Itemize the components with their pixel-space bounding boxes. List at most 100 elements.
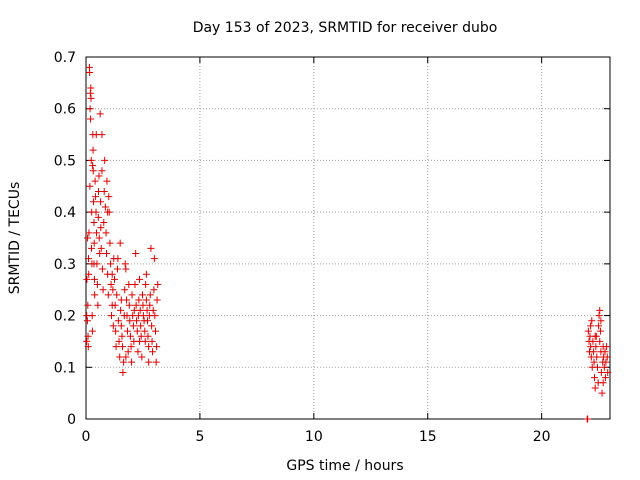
data-point: [124, 348, 132, 356]
data-point: [97, 198, 105, 206]
data-point: [134, 348, 142, 356]
data-point: [90, 218, 98, 226]
data-point: [87, 115, 95, 123]
data-point: [89, 162, 97, 170]
data-point: [109, 322, 117, 330]
data-point: [86, 182, 94, 190]
data-point: [114, 255, 122, 263]
y-tick-label: 0.3: [54, 257, 76, 273]
data-point: [153, 343, 161, 351]
data-point: [142, 270, 150, 278]
data-point: [99, 286, 107, 294]
y-axis-label: SRMTID / TECUs: [7, 182, 23, 295]
data-point: [142, 281, 150, 289]
data-point: [92, 193, 100, 201]
data-point: [114, 317, 122, 325]
data-point: [593, 353, 601, 361]
data-point: [87, 94, 95, 102]
data-point: [125, 281, 133, 289]
data-point: [115, 337, 123, 345]
data-point: [83, 317, 91, 325]
data-point: [132, 301, 140, 309]
data-point: [96, 250, 104, 258]
data-point: [603, 343, 611, 351]
data-point: [101, 156, 109, 164]
data-point: [149, 348, 157, 356]
data-point: [84, 234, 92, 242]
data-point: [146, 301, 154, 309]
data-point: [85, 255, 93, 263]
data-point: [89, 167, 97, 175]
data-point: [128, 291, 136, 299]
data-point: [145, 358, 153, 366]
data-point: [595, 312, 603, 320]
data-point: [101, 203, 109, 211]
y-tick-label: 0.6: [54, 102, 76, 118]
x-tick-label: 5: [195, 429, 204, 445]
data-point: [89, 146, 97, 154]
data-point: [143, 306, 151, 314]
data-point: [144, 317, 152, 325]
data-point: [117, 306, 125, 314]
data-point: [150, 286, 158, 294]
data-point: [121, 286, 129, 294]
y-tick-label: 0.2: [54, 309, 76, 325]
data-point: [116, 353, 124, 361]
data-point: [96, 110, 104, 118]
data-point: [117, 296, 125, 304]
data-point: [592, 343, 600, 351]
data-point: [113, 265, 121, 273]
data-point: [589, 337, 597, 345]
grid-layer: [86, 57, 610, 419]
data-point: [129, 322, 137, 330]
data-point: [106, 239, 114, 247]
data-point: [104, 291, 112, 299]
data-point: [85, 229, 93, 237]
data-point: [84, 332, 92, 340]
data-point: [102, 229, 110, 237]
data-point: [83, 275, 91, 283]
data-point: [125, 301, 133, 309]
data-point: [88, 327, 96, 335]
data-point: [145, 343, 153, 351]
data-point: [83, 337, 91, 345]
data-point: [109, 286, 117, 294]
data-point: [120, 358, 128, 366]
data-point: [116, 239, 124, 247]
data-point: [100, 187, 108, 195]
data-point: [136, 337, 144, 345]
data-point: [90, 275, 98, 283]
data-point: [597, 368, 605, 376]
x-tick-label: 0: [82, 429, 91, 445]
data-point: [123, 327, 131, 335]
data-point: [130, 306, 138, 314]
data-point: [138, 353, 146, 361]
data-point: [133, 317, 141, 325]
data-point: [596, 306, 604, 314]
data-point: [147, 244, 155, 252]
data-point: [104, 208, 112, 216]
tick-layer: 0 5 10 15 20 0 0.1 0.2 0.3 0.4 0.5 0.6 0.7: [54, 50, 610, 445]
data-point: [113, 291, 121, 299]
data-point: [601, 348, 609, 356]
data-point: [126, 317, 134, 325]
data-point: [131, 281, 139, 289]
data-point: [107, 281, 115, 289]
data-point: [117, 322, 125, 330]
data-point: [151, 312, 159, 320]
data-point: [601, 374, 609, 382]
data-point: [112, 327, 120, 335]
data-point: [152, 358, 160, 366]
data-point: [84, 301, 92, 309]
data-point: [103, 250, 111, 258]
data-point: [590, 358, 598, 366]
data-point: [92, 131, 100, 139]
data-point: [126, 332, 134, 340]
data-point: [584, 415, 592, 423]
data-point: [98, 265, 106, 273]
data-point: [90, 239, 98, 247]
data-point: [94, 301, 102, 309]
data-point: [137, 332, 145, 340]
x-tick-label: 15: [419, 429, 437, 445]
data-point: [595, 322, 603, 330]
